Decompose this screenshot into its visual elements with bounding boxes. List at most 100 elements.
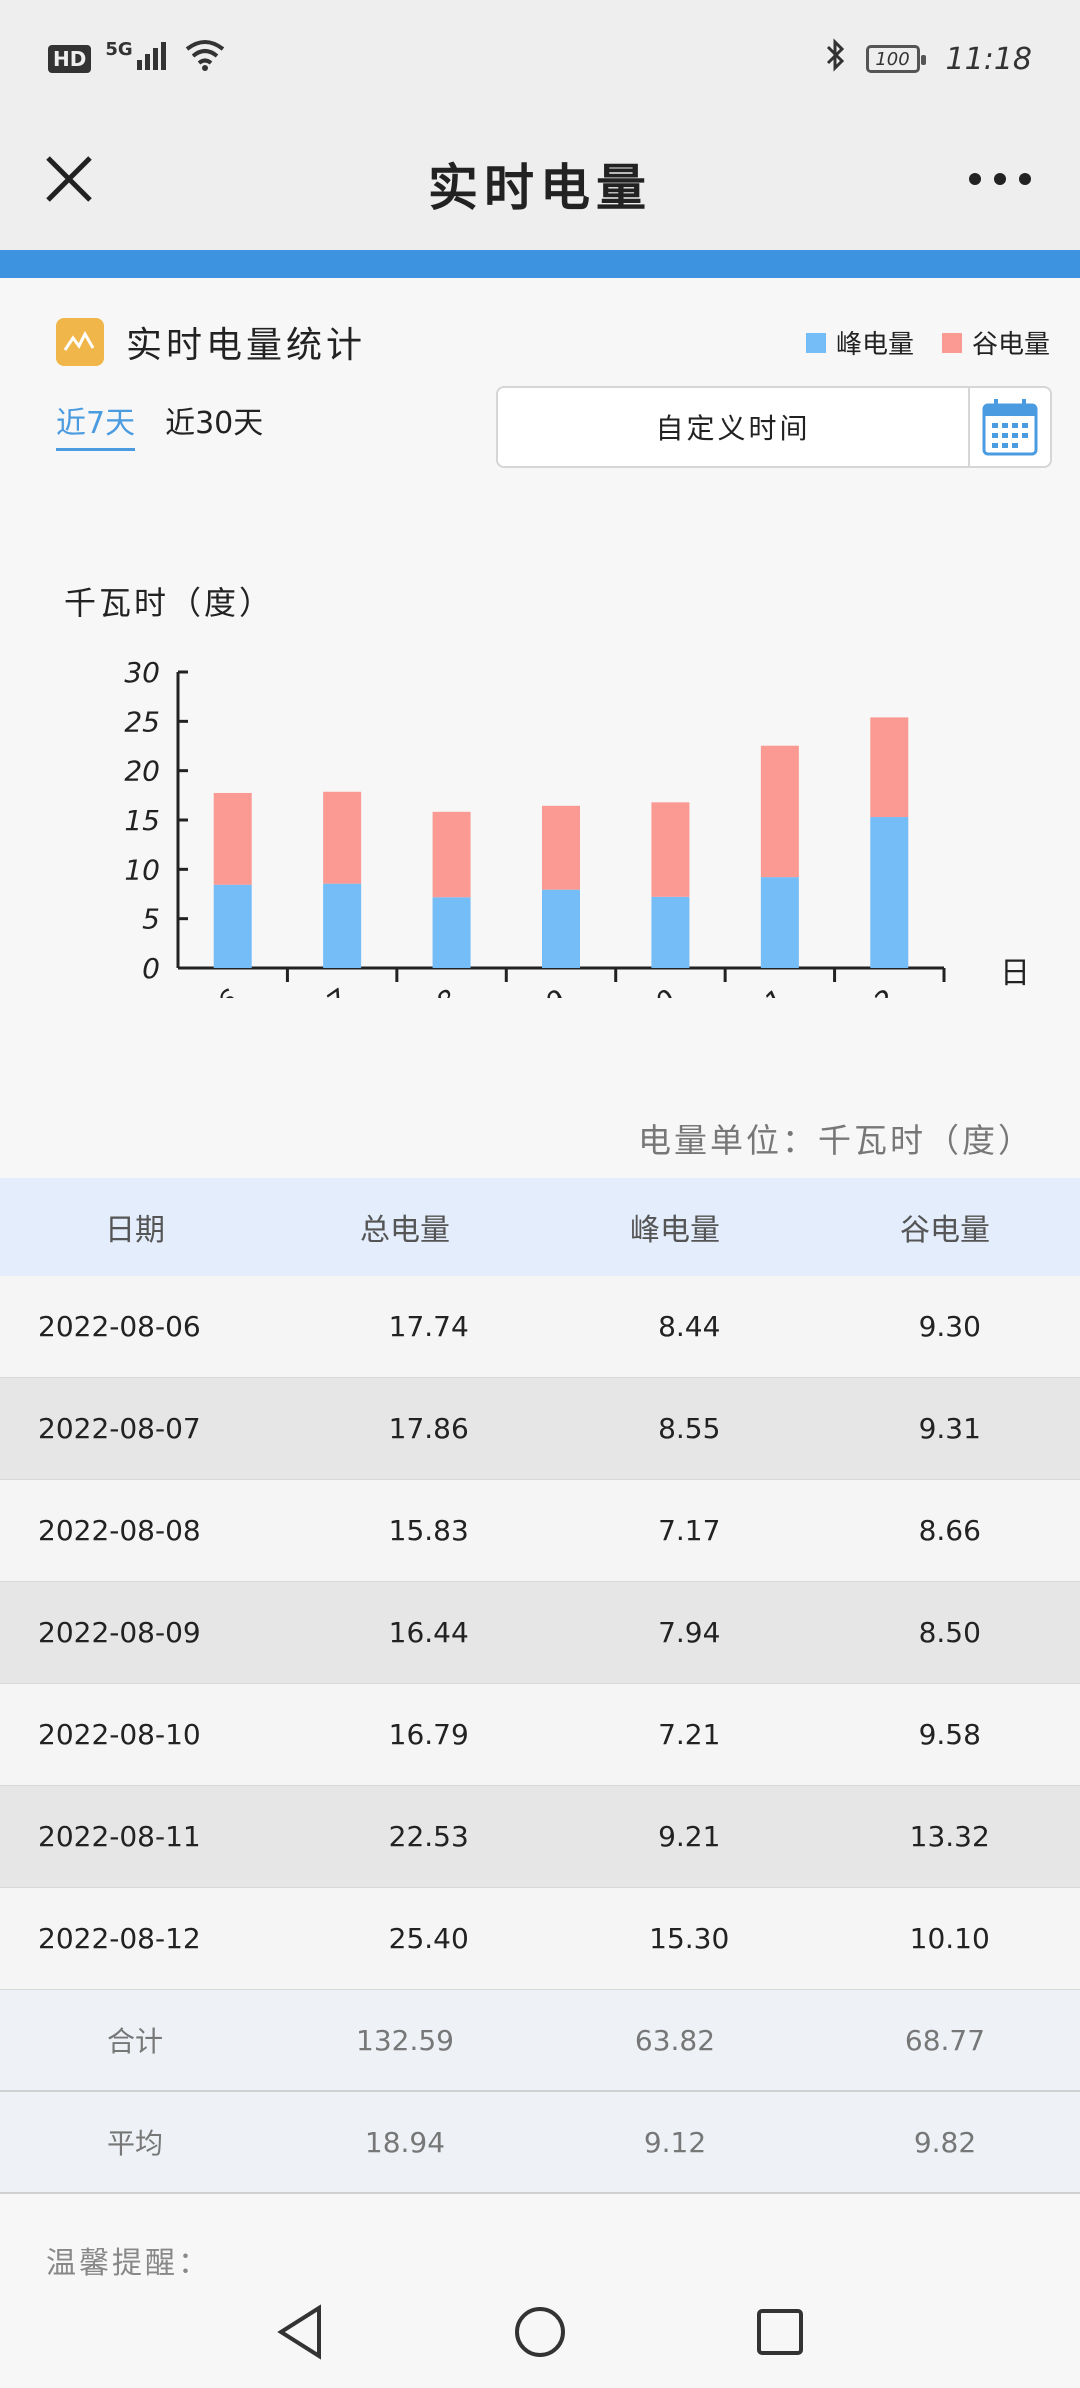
close-icon — [46, 156, 92, 202]
x-tick-label: 08-10 — [597, 983, 683, 998]
custom-time-picker[interactable]: 自定义时间 — [496, 386, 1052, 468]
cell-total: 15.83 — [388, 1514, 469, 1547]
cell-peak: 9.21 — [658, 1820, 721, 1853]
network-label: 5G — [105, 39, 133, 60]
clock: 11:18 — [945, 41, 1032, 77]
main-content: 实时电量统计 峰电量 谷电量 近7天 近30天 自定义时间 — [0, 278, 1080, 2281]
header-date: 日期 — [105, 1213, 165, 1248]
cell-valley: 9.58 — [918, 1718, 981, 1751]
header-valley: 谷电量 — [900, 1213, 990, 1248]
cell-date: 2022-08-11 — [38, 1820, 201, 1853]
range-tabs: 近7天 近30天 — [56, 398, 263, 451]
table-row: 2022-08-09 16.44 7.94 8.50 — [0, 1582, 1080, 1684]
y-tick-label: 10 — [124, 853, 160, 886]
x-tick-label: 08-07 — [269, 983, 355, 998]
bar-valley — [760, 745, 799, 878]
table-row: 2022-08-07 17.86 8.55 9.31 — [0, 1378, 1080, 1480]
calendar-button[interactable] — [968, 388, 1050, 466]
nav-home-button[interactable] — [505, 2297, 575, 2367]
legend-swatch-valley — [941, 332, 962, 353]
table-row: 2022-08-08 15.83 7.17 8.66 — [0, 1480, 1080, 1582]
bar-peak — [542, 889, 580, 968]
close-button[interactable] — [36, 146, 102, 212]
x-tick-label: 08-06 — [159, 983, 245, 998]
cell-date: 2022-08-10 — [38, 1718, 201, 1751]
more-button[interactable] — [960, 146, 1040, 212]
bar-valley — [870, 717, 909, 818]
table-row: 2022-08-11 22.53 9.21 13.32 — [0, 1786, 1080, 1888]
tab-last-7-days[interactable]: 近7天 — [56, 398, 136, 451]
y-tick-label: 20 — [124, 755, 160, 788]
bar-valley — [651, 802, 690, 897]
title-bar: 实时电量 — [0, 118, 1080, 250]
table-row: 2022-08-12 25.40 15.30 10.10 — [0, 1888, 1080, 1990]
y-tick-label: 0 — [142, 952, 160, 985]
y-tick-label: 25 — [124, 705, 160, 738]
cell-total: 16.44 — [388, 1616, 469, 1649]
cell-date: 2022-08-08 — [38, 1514, 201, 1547]
card-title: 实时电量统计 — [126, 325, 367, 366]
cell-valley: 9.31 — [918, 1412, 981, 1445]
back-icon — [277, 2304, 321, 2360]
bar-valley — [323, 791, 362, 884]
custom-time-label: 自定义时间 — [655, 412, 811, 445]
status-left: HD 5G — [48, 39, 225, 79]
cell-peak: 7.94 — [658, 1616, 721, 1649]
table-body: 2022-08-06 17.74 8.44 9.30 2022-08-07 17.86 8.… — [0, 1276, 1080, 2194]
bar-valley — [432, 811, 471, 898]
legend-swatch-peak — [805, 332, 826, 353]
tip-label: 温馨提醒： — [46, 2246, 211, 2281]
unit-note: 电量单位：千瓦时（度） — [638, 1121, 1034, 1160]
cell-total: 17.86 — [388, 1412, 469, 1445]
cell-peak: 7.21 — [658, 1718, 721, 1751]
cell-date: 2022-08-06 — [38, 1310, 201, 1343]
x-tick-label: 08-09 — [487, 983, 573, 998]
y-tick-label: 30 — [124, 656, 160, 689]
cell-total: 17.74 — [388, 1310, 469, 1343]
tab-last-30-days[interactable]: 近30天 — [165, 406, 264, 441]
nav-recent-button[interactable] — [745, 2297, 815, 2367]
signal-icon — [136, 40, 171, 78]
x-tick-label: 08-08 — [378, 983, 464, 998]
bar-peak — [760, 877, 799, 968]
card-header: 实时电量统计 — [56, 316, 366, 368]
cell-total: 16.79 — [388, 1718, 469, 1751]
power-table: 日期 总电量 峰电量 谷电量 2022-08-06 17.74 8.44 9.30 20… — [0, 1178, 1080, 2194]
header-peak: 峰电量 — [630, 1213, 720, 1248]
header-total: 总电量 — [360, 1213, 450, 1248]
cell-peak: 9.12 — [643, 2125, 707, 2159]
bar-peak — [213, 884, 252, 968]
cell-total: 18.94 — [364, 2125, 446, 2159]
cell-date: 2022-08-09 — [38, 1616, 201, 1649]
chart-x-axis-label: 日 — [1000, 956, 1030, 991]
status-right: 100 11:18 — [824, 38, 1032, 80]
stats-icon — [56, 318, 104, 366]
wifi-icon — [185, 39, 225, 79]
cell-peak: 7.17 — [658, 1514, 721, 1547]
legend-item-valley[interactable]: 谷电量 — [941, 324, 1050, 361]
bar-peak — [323, 883, 362, 968]
legend-label-peak: 峰电量 — [835, 330, 914, 360]
table-row: 2022-08-06 17.74 8.44 9.30 — [0, 1276, 1080, 1378]
cell-valley: 8.66 — [918, 1514, 981, 1547]
cell-valley: 9.30 — [918, 1310, 981, 1343]
nav-back-button[interactable] — [265, 2297, 335, 2367]
cell-date: 2022-08-07 — [38, 1412, 201, 1445]
home-icon — [515, 2307, 565, 2357]
cell-label: 平均 — [106, 2127, 163, 2160]
bar-peak — [432, 897, 471, 968]
legend-item-peak[interactable]: 峰电量 — [805, 324, 914, 361]
x-tick-label: 08-12 — [816, 983, 902, 998]
table-header: 日期 总电量 峰电量 谷电量 — [0, 1178, 1080, 1276]
chart-y-axis-label: 千瓦时（度） — [64, 584, 275, 622]
x-tick-label: 08-11 — [706, 983, 792, 998]
battery-indicator: 100 — [865, 45, 926, 73]
summary-row-total: 合计 132.59 63.82 68.77 — [0, 1990, 1080, 2092]
bar-valley — [213, 792, 252, 885]
more-icon — [969, 173, 1031, 185]
cell-valley: 68.77 — [904, 2023, 986, 2057]
cell-date: 2022-08-12 — [38, 1922, 201, 1955]
y-tick-label: 15 — [124, 804, 160, 837]
banner-strip — [0, 250, 1080, 278]
hd-badge: HD — [48, 45, 92, 73]
